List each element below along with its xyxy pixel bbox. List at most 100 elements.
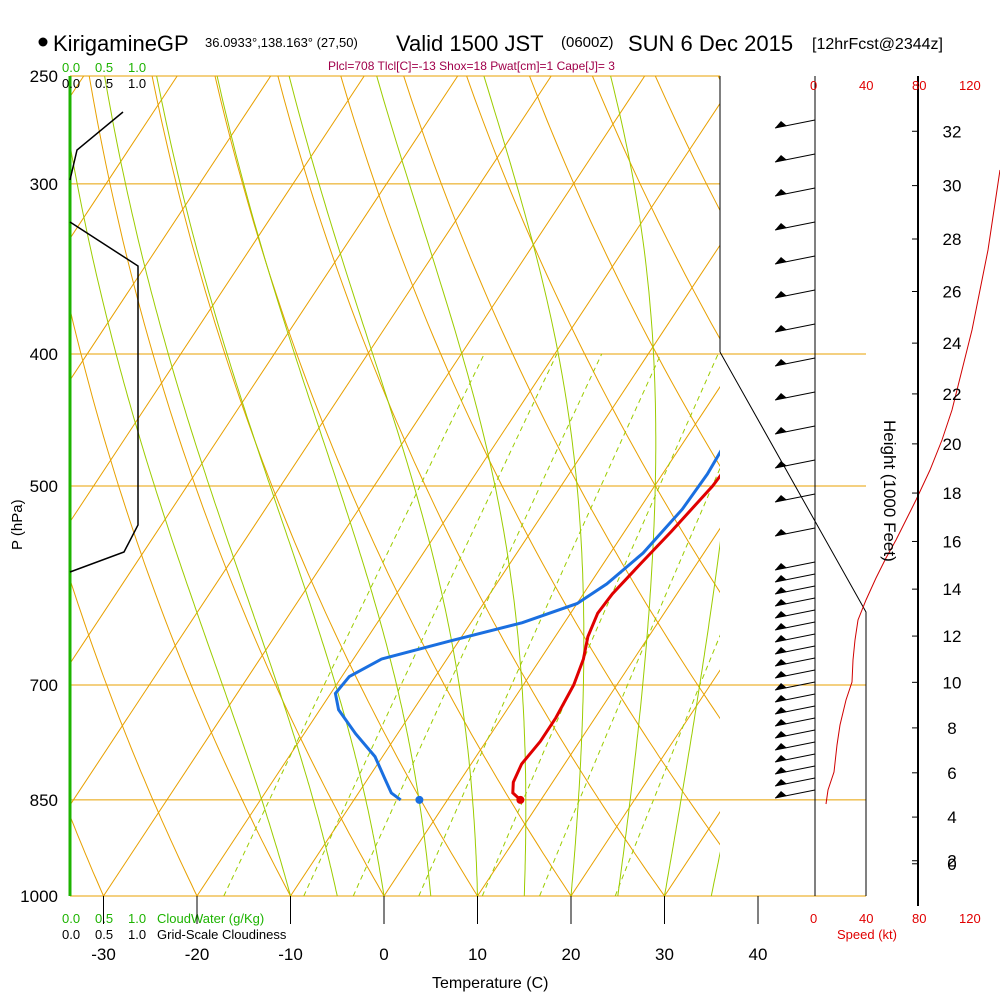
wind-barb-flag [775,393,787,400]
isotherm--10 [290,244,720,896]
mixing-ratio-20 [614,634,720,896]
height-tick-12: 12 [943,627,962,646]
wind-barb-flag [775,611,787,618]
wind-barb-flag [775,599,787,606]
speed-tick-top-0: 0 [810,78,817,93]
isotherm-50 [852,76,1000,896]
cloudiness-label: Grid-Scale Cloudiness [157,927,287,942]
wind-barb-flag [775,683,787,690]
height-tick-24: 24 [943,334,962,353]
wind-barb-flag [775,325,787,332]
height-tick-32: 32 [943,122,962,141]
isotherm-10 [477,527,720,896]
valid-time: Valid 1500 JST [396,31,544,56]
height-axis-label: Height (1000 Feet) [880,420,899,562]
height-tick-14: 14 [943,580,962,599]
pressure-tick-700: 700 [30,676,58,695]
dry-adiabat-40 [340,76,720,846]
height-tick-28: 28 [943,230,962,249]
wind-barb-flag [775,529,787,536]
wind-barb-flag [775,359,787,366]
wind-barb-flag [775,563,787,570]
cloudiness-scale-top-2: 1.0 [128,76,146,91]
pressure-tick-1000: 1000 [20,887,58,906]
moist-adiabat--10 [70,142,291,896]
dry-adiabat-0 [88,76,385,896]
temperature-tick--20: -20 [185,945,210,964]
moist-adiabat--5 [104,76,338,896]
height-tick-20: 20 [943,435,962,454]
wind-barb-flag [775,155,787,162]
wind-barb-flag [775,779,787,786]
cloudiness-scale-bottom-2: 1.0 [128,927,146,942]
dry-adiabat-70 [529,76,720,467]
wind-barb-flag [775,189,787,196]
dewpoint-profile [333,449,720,802]
wind-barb-flag [775,647,787,654]
moist-adiabat-20 [483,76,585,896]
temperature-tick-10: 10 [468,945,487,964]
isotherm--30 [103,76,646,896]
moist-adiabat-0 [156,76,385,896]
height-tick-4: 4 [947,808,956,827]
wind-barb-flag [775,257,787,264]
wind-barb-flag [775,427,787,434]
height-tick-2: 2 [947,852,956,871]
dry-adiabat-30 [277,76,665,896]
cloudiness-scale-bottom-0: 0.0 [62,927,80,942]
cloudiness-scale-top-1: 0.5 [95,76,113,91]
wind-barb-flag [775,587,787,594]
temperature-tick-30: 30 [655,945,674,964]
temperature-tick-0: 0 [379,945,388,964]
wind-barb-flag [775,695,787,702]
wind-barb-flag [775,671,787,678]
temperature-ticks: -30 -20 -10 0 10 20 30 40 [91,896,767,964]
speed-tick-top-120: 120 [959,78,981,93]
dry-adiabat--20 [70,577,198,896]
pressure-tick-300: 300 [30,175,58,194]
wind-barb-flag [775,719,787,726]
height-tick-10: 10 [943,673,962,692]
moist-adiabat-15 [376,76,527,896]
mixing-ratio-1 [223,353,485,896]
speed-axis-label: Speed (kt) [837,927,897,942]
temperature-tick-20: 20 [562,945,581,964]
wind-barb-flag [775,623,787,630]
station-coords: 36.0933°,138.163° (27,50) [205,35,358,50]
y-axis-label: P (hPa) [9,499,26,550]
wind-barb-flag [775,743,787,750]
cloudiness-line-upper [69,111,124,181]
dry-adiabat-10 [151,76,478,896]
cloudiness-panel: 0.0 0.5 1.0 0.0 0.5 1.0 0.0 0.5 1.0 Clou… [62,60,287,942]
height-tick-18: 18 [943,484,962,503]
dry-adiabat-20 [214,76,572,896]
speed-tick-bottom-80: 80 [912,911,926,926]
surface-dewpoint-marker [415,795,424,804]
cloud-scale-top-1: 0.5 [95,60,113,75]
cloud-scale-bottom-0: 0.0 [62,911,80,926]
wind-barb-flag [775,659,787,666]
cloud-scale-bottom-2: 1.0 [128,911,146,926]
surface-temperature-marker [516,795,525,804]
wind-barb-flag [775,121,787,128]
dry-adiabat-50 [403,76,720,720]
isotherm--80 [70,76,178,240]
station-name: KirigamineGP [53,31,189,56]
dry-adiabat-60 [466,76,720,594]
tropopause-line [719,351,867,896]
isotherm-0 [383,386,720,896]
isobar-lines [70,75,866,897]
wind-barb-flag [775,635,787,642]
valid-utc: (0600Z) [561,34,614,51]
mixing-ratio-5 [418,353,662,896]
wind-barb-flag [775,575,787,582]
temperature-tick-40: 40 [749,945,768,964]
height-tick-30: 30 [943,177,962,196]
cloud-scale-top-0: 0.0 [62,60,80,75]
wind-barb-flag [775,755,787,762]
dry-adiabat--40 [0,76,10,896]
moist-adiabat-10 [288,76,478,896]
cloudiness-scale-bottom-1: 0.5 [95,927,113,942]
